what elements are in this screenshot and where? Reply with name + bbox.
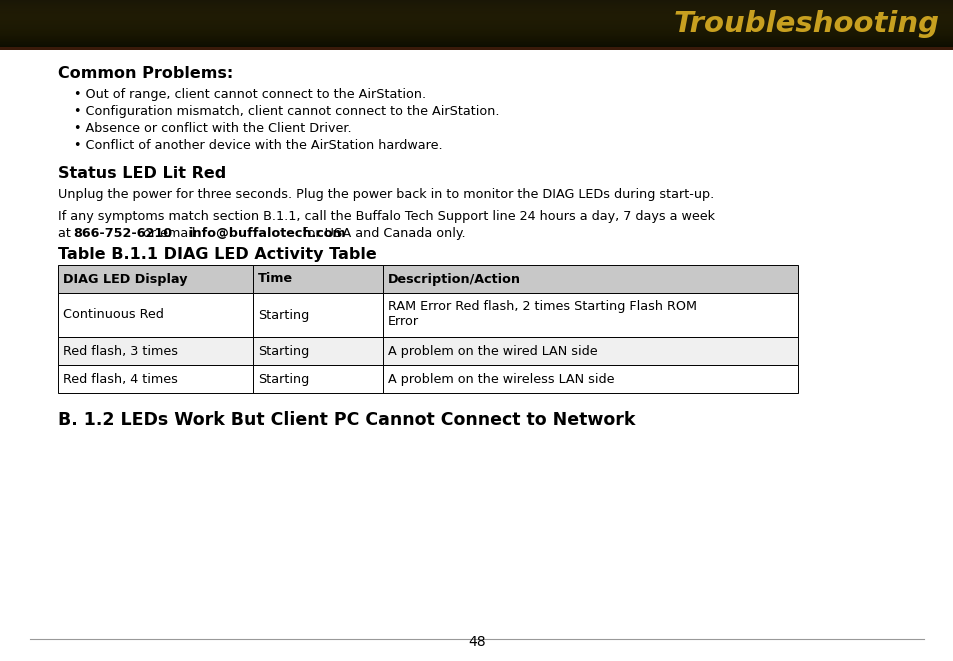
Text: • Configuration mismatch, client cannot connect to the AirStation.: • Configuration mismatch, client cannot … xyxy=(74,105,499,118)
Bar xyxy=(0,45,953,46)
Text: If any symptoms match section B.1.1, call the Buffalo Tech Support line 24 hours: If any symptoms match section B.1.1, cal… xyxy=(58,210,714,223)
Text: RAM Error Red flash, 2 times Starting Flash ROM: RAM Error Red flash, 2 times Starting Fl… xyxy=(388,300,697,313)
Text: DIAG LED Display: DIAG LED Display xyxy=(63,272,188,286)
Bar xyxy=(0,16,953,17)
Bar xyxy=(0,35,953,36)
Bar xyxy=(0,13,953,14)
Bar xyxy=(0,44,953,45)
Bar xyxy=(0,9,953,10)
Bar xyxy=(0,30,953,31)
Bar xyxy=(382,265,797,293)
Text: • Absence or conflict with the Client Driver.: • Absence or conflict with the Client Dr… xyxy=(74,122,352,135)
Text: Red flash, 3 times: Red flash, 3 times xyxy=(63,344,178,358)
Text: for USA and Canada only.: for USA and Canada only. xyxy=(299,227,465,240)
Bar xyxy=(0,28,953,29)
Bar xyxy=(0,29,953,30)
Bar xyxy=(0,27,953,28)
Bar xyxy=(253,365,382,393)
Bar xyxy=(0,6,953,7)
Text: Error: Error xyxy=(388,315,418,328)
Bar xyxy=(0,18,953,19)
Bar xyxy=(0,25,953,26)
Bar xyxy=(382,337,797,365)
Bar xyxy=(0,14,953,15)
Bar xyxy=(253,265,382,293)
Text: B. 1.2 LEDs Work But Client PC Cannot Connect to Network: B. 1.2 LEDs Work But Client PC Cannot Co… xyxy=(58,411,635,429)
Text: Time: Time xyxy=(257,272,293,286)
Bar xyxy=(0,10,953,11)
Text: Unplug the power for three seconds. Plug the power back in to monitor the DIAG L: Unplug the power for three seconds. Plug… xyxy=(58,188,714,201)
Bar xyxy=(0,2,953,3)
Text: 48: 48 xyxy=(468,635,485,649)
Bar xyxy=(0,42,953,43)
Bar xyxy=(58,293,253,337)
Text: A problem on the wired LAN side: A problem on the wired LAN side xyxy=(388,344,597,358)
Bar xyxy=(0,8,953,9)
Text: at: at xyxy=(58,227,74,240)
Bar xyxy=(0,7,953,8)
Text: A problem on the wireless LAN side: A problem on the wireless LAN side xyxy=(388,373,614,385)
Bar xyxy=(0,3,953,4)
Bar xyxy=(382,293,797,337)
Bar xyxy=(0,46,953,47)
Bar xyxy=(58,265,253,293)
Text: Starting: Starting xyxy=(257,309,309,321)
Bar xyxy=(0,24,953,25)
Bar xyxy=(0,36,953,37)
Bar xyxy=(0,43,953,44)
Bar xyxy=(0,33,953,34)
Text: Red flash, 4 times: Red flash, 4 times xyxy=(63,373,177,385)
Bar xyxy=(58,337,253,365)
Text: Troubleshooting: Troubleshooting xyxy=(673,10,939,38)
Text: Starting: Starting xyxy=(257,344,309,358)
Bar xyxy=(0,15,953,16)
Bar xyxy=(0,26,953,27)
Bar xyxy=(0,23,953,24)
Text: • Out of range, client cannot connect to the AirStation.: • Out of range, client cannot connect to… xyxy=(74,88,426,101)
Bar xyxy=(0,11,953,12)
Text: Table B.1.1 DIAG LED Activity Table: Table B.1.1 DIAG LED Activity Table xyxy=(58,247,376,262)
Bar xyxy=(0,12,953,13)
Bar xyxy=(0,38,953,39)
Bar xyxy=(0,22,953,23)
Bar xyxy=(0,1,953,2)
Bar xyxy=(0,34,953,35)
Text: 866-752-6210: 866-752-6210 xyxy=(72,227,172,240)
Text: Starting: Starting xyxy=(257,373,309,385)
Text: Status LED Lit Red: Status LED Lit Red xyxy=(58,166,226,181)
Bar xyxy=(0,5,953,6)
Text: Description/Action: Description/Action xyxy=(388,272,520,286)
Bar xyxy=(0,21,953,22)
Bar xyxy=(253,337,382,365)
Bar xyxy=(0,0,953,48)
Bar xyxy=(0,41,953,42)
Bar xyxy=(0,0,953,1)
Bar xyxy=(58,365,253,393)
Bar xyxy=(0,4,953,5)
Bar xyxy=(0,20,953,21)
Bar xyxy=(0,31,953,32)
Bar xyxy=(0,19,953,20)
Bar xyxy=(0,47,953,48)
Bar xyxy=(0,32,953,33)
Bar xyxy=(253,293,382,337)
Text: info@buffalotech.com: info@buffalotech.com xyxy=(189,227,346,240)
Bar xyxy=(0,40,953,41)
Text: or email: or email xyxy=(139,227,199,240)
Bar xyxy=(382,365,797,393)
Bar xyxy=(0,47,953,50)
Text: Continuous Red: Continuous Red xyxy=(63,309,164,321)
Bar xyxy=(0,37,953,38)
Text: • Conflict of another device with the AirStation hardware.: • Conflict of another device with the Ai… xyxy=(74,139,442,152)
Bar xyxy=(0,17,953,18)
Text: Common Problems:: Common Problems: xyxy=(58,66,233,81)
Bar xyxy=(0,39,953,40)
